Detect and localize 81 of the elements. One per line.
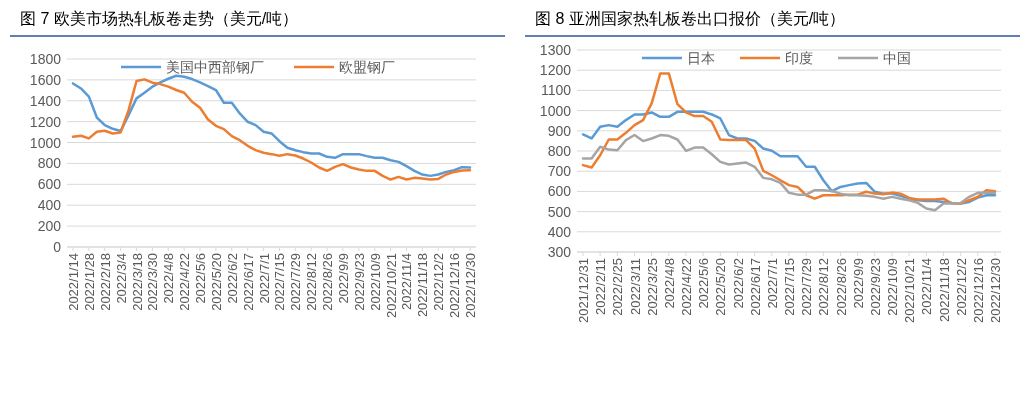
x-tick-label: 2022/5/20 [208, 253, 224, 311]
x-tick-label: 2022/10/21 [383, 253, 399, 319]
y-tick-label: 800 [37, 155, 62, 172]
x-tick-label: 2021/12/31 [576, 258, 591, 324]
y-tick-label: 1300 [539, 42, 572, 58]
legend-label: 印度 [785, 50, 813, 66]
x-tick-label: 2022/6/17 [240, 253, 256, 311]
y-tick-label: 400 [37, 197, 62, 214]
y-tick-label: 900 [547, 122, 572, 139]
x-tick-label: 2022/5/6 [193, 253, 209, 304]
x-tick-label: 2022/6/2 [224, 253, 240, 304]
x-tick-label: 2022/12/30 [988, 258, 1003, 324]
y-tick-label: 300 [547, 244, 572, 260]
x-tick-label: 2022/6/17 [747, 258, 763, 316]
x-tick-label: 2022/8/12 [816, 258, 832, 316]
x-tick-label: 2022/12/16 [447, 253, 463, 319]
y-tick-label: 800 [547, 143, 572, 159]
x-tick-label: 2022/1/28 [81, 253, 97, 311]
x-tick-label: 2022/7/15 [782, 258, 797, 316]
x-tick-label: 2022/7/15 [272, 253, 288, 311]
x-tick-label: 2022/1/14 [66, 253, 81, 311]
x-tick-label: 2022/9/9 [850, 258, 866, 309]
x-tick-label: 2022/3/4 [113, 253, 129, 304]
y-tick-label: 400 [547, 223, 572, 240]
y-tick-label: 1000 [29, 134, 62, 151]
y-tick-label: 1800 [29, 51, 62, 67]
x-tick-label: 2022/4/8 [661, 258, 677, 309]
x-tick-label: 2022/3/30 [145, 253, 161, 311]
y-tick-label: 700 [547, 163, 572, 180]
x-tick-label: 2022/12/2 [953, 258, 969, 316]
x-tick-label: 2022/8/26 [320, 253, 336, 311]
x-tick-label: 2022/4/22 [679, 258, 694, 316]
y-tick-label: 1200 [29, 113, 62, 130]
x-tick-label: 2022/11/18 [936, 258, 952, 323]
x-tick-label: 2022/4/8 [161, 253, 177, 304]
y-tick-label: 0 [53, 239, 62, 255]
x-tick-label: 2022/10/21 [902, 258, 918, 324]
x-tick-label: 2022/11/4 [919, 258, 935, 315]
y-tick-label: 200 [37, 218, 62, 235]
x-tick-label: 2022/12/16 [970, 258, 986, 324]
x-tick-label: 2022/2/18 [97, 253, 113, 311]
line-series [581, 133, 997, 212]
x-tick-label: 2022/2/11 [593, 258, 609, 315]
y-tick-label: 500 [547, 203, 572, 220]
legend-label: 欧盟钢厂 [339, 59, 395, 75]
x-tick-label: 2022/2/25 [610, 258, 626, 316]
x-tick-label: 2022/8/26 [833, 258, 849, 316]
y-tick-label: 600 [37, 176, 62, 193]
x-tick-label: 2022/9/9 [335, 253, 351, 304]
x-tick-label: 2022/3/11 [627, 258, 643, 315]
x-tick-label: 2022/5/6 [696, 258, 712, 309]
x-tick-label: 2022/8/12 [304, 253, 320, 311]
x-tick-label: 2022/10/9 [885, 258, 900, 316]
x-tick-label: 2022/9/23 [867, 258, 883, 316]
x-tick-label: 2022/12/2 [431, 253, 447, 311]
line-series [581, 72, 997, 205]
x-tick-label: 2022/6/2 [730, 258, 746, 309]
x-tick-label: 2022/5/20 [713, 258, 729, 316]
x-tick-label: 2022/7/29 [288, 253, 304, 311]
x-tick-label: 2022/7/1 [764, 258, 780, 309]
y-tick-label: 600 [547, 183, 572, 200]
y-tick-label: 1600 [29, 71, 62, 88]
y-tick-label: 1200 [539, 62, 572, 79]
x-tick-label: 2022/7/1 [256, 253, 272, 304]
y-tick-label: 1100 [540, 82, 572, 99]
x-tick-label: 2022/3/25 [644, 258, 660, 316]
x-tick-label: 2022/7/29 [799, 258, 815, 316]
legend-label: 日本 [687, 50, 715, 66]
y-tick-label: 1400 [29, 92, 62, 109]
legend-label: 美国中西部钢厂 [166, 59, 264, 75]
y-tick-label: 1000 [539, 102, 572, 119]
chart-title: 图 8 亚洲国家热轧板卷出口报价（美元/吨） [535, 10, 846, 27]
x-tick-label: 2022/4/22 [177, 253, 193, 311]
x-tick-label: 2022/9/23 [351, 253, 367, 311]
chart-title: 图 7 欧美市场热轧板卷走势（美元/吨） [20, 10, 299, 27]
x-tick-label: 2022/11/4 [399, 253, 415, 310]
x-tick-label: 2022/11/18 [415, 253, 431, 318]
x-tick-label: 2022/10/9 [367, 253, 383, 311]
x-tick-label: 2022/12/30 [463, 253, 478, 319]
legend-label: 中国 [883, 50, 911, 66]
x-tick-label: 2022/3/18 [129, 253, 145, 311]
